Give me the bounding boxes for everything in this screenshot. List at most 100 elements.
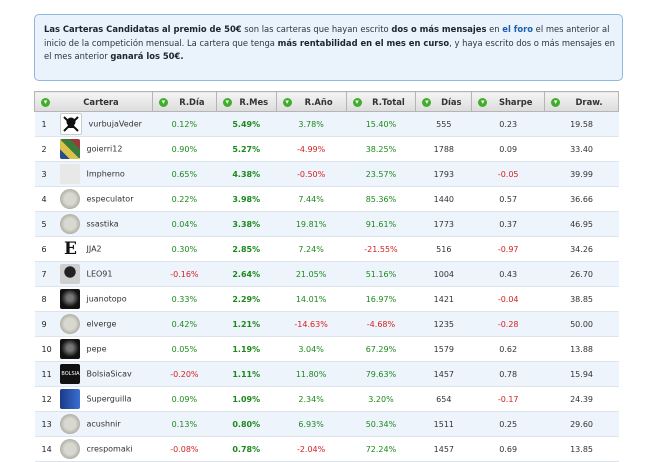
sort-icon[interactable]: ▾ — [352, 97, 362, 107]
coin-avatar[interactable] — [60, 439, 81, 459]
table-row[interactable]: 2 goierri12 0.90% 5.27% -4.99% 38.25% 1788 0.09… — [34, 136, 619, 162]
table-row[interactable]: 4 especulator 0.22% 3.98% 7.44% 85.36% 1440 0.5… — [34, 186, 619, 212]
sort-icon[interactable]: ▾ — [222, 97, 232, 107]
table-row[interactable]: 12 Superguilla 0.09% 1.09% 2.34% 3.20% 654 -0.1… — [34, 386, 619, 412]
column-header-sharpe[interactable]: ▾ Sharpe — [471, 91, 546, 112]
days-cell: 1511 — [415, 411, 472, 437]
silhouette-avatar[interactable] — [60, 264, 81, 284]
days-cell: 654 — [415, 386, 472, 412]
days-cell: 1004 — [415, 261, 472, 287]
mosaic-avatar[interactable] — [60, 139, 81, 159]
sharpe-cell: 0.57 — [471, 186, 545, 212]
column-header-rano[interactable]: ▾ R.Año — [275, 91, 347, 112]
column-header-cartera[interactable]: ▾ Cartera — [34, 91, 153, 112]
skull-avatar[interactable] — [60, 113, 83, 135]
dark-face-avatar[interactable] — [60, 339, 81, 359]
portfolio-cell[interactable]: acushnir — [54, 411, 153, 437]
sort-icon[interactable]: ▾ — [282, 97, 292, 107]
rank-cell: 2 — [34, 136, 55, 162]
sort-icon[interactable]: ▾ — [41, 97, 50, 107]
monthly-return-cell: 5.27% — [216, 136, 277, 162]
sort-icon[interactable]: ▾ — [422, 97, 432, 107]
portfolio-name-link[interactable]: crespomaki — [86, 444, 133, 454]
column-header-rtotal[interactable]: ▾ R.Total — [345, 91, 417, 112]
portfolio-name-link[interactable]: especulator — [86, 194, 134, 204]
daily-return-cell: -0.20% — [152, 361, 217, 387]
column-header-dias[interactable]: ▾ Días — [415, 91, 473, 112]
portfolio-name-link[interactable]: juanotopo — [86, 294, 127, 304]
sharpe-cell: -0.05 — [471, 161, 545, 187]
portfolio-cell[interactable]: elverge — [54, 311, 153, 337]
drawdown-cell: 39.99 — [544, 161, 619, 187]
rank-cell: 4 — [34, 186, 55, 212]
sort-icon[interactable]: ▾ — [478, 97, 488, 107]
portfolio-cell[interactable]: Impherno — [54, 161, 153, 187]
portfolio-name-link[interactable]: LEO91 — [86, 269, 113, 279]
rank-cell: 7 — [34, 261, 55, 287]
coin-avatar[interactable] — [60, 189, 81, 209]
portfolio-cell[interactable]: E JJA2 — [54, 236, 153, 262]
portfolio-cell[interactable]: ssastika — [54, 211, 153, 237]
portfolio-cell[interactable]: especulator — [54, 186, 153, 212]
column-header-draw[interactable]: ▾ Draw. — [544, 91, 619, 112]
blank-avatar[interactable] — [60, 164, 81, 184]
total-return-cell: 67.29% — [346, 336, 416, 362]
days-cell: 1235 — [415, 311, 472, 337]
monthly-return-cell: 1.19% — [216, 336, 277, 362]
table-row[interactable]: 7 LEO91 -0.16% 2.64% 21.05% 51.16% 1004 0.43 26.… — [34, 261, 619, 287]
table-row[interactable]: 13 acushnir 0.13% 0.80% 6.93% 50.34% 1511 0.25 2… — [34, 411, 619, 437]
table-row[interactable]: 5 ssastika 0.04% 3.38% 19.81% 91.61% 1773 0.37 4… — [34, 211, 619, 237]
table-row[interactable]: 8 juanotopo 0.33% 2.29% 14.01% 16.97% 1421 -0.0… — [34, 286, 619, 312]
portfolio-cell[interactable]: crespomaki — [54, 436, 153, 462]
table-row[interactable]: 14 crespomaki -0.08% 0.78% -2.04% 72.24% 1457 0… — [34, 436, 619, 462]
daily-return-cell: 0.30% — [152, 236, 217, 262]
coin-avatar[interactable] — [60, 214, 81, 234]
sort-icon[interactable]: ▾ — [158, 97, 168, 107]
coin-avatar[interactable] — [60, 414, 81, 434]
portfolio-name-link[interactable]: vurbujaVeder — [88, 119, 142, 129]
portfolio-cell[interactable]: BOLSIA BolsiaSicav — [54, 361, 153, 387]
bolsia-logo-avatar[interactable]: BOLSIA — [60, 364, 81, 384]
blue-cards-avatar[interactable] — [60, 389, 81, 409]
dark-face-avatar[interactable] — [60, 289, 81, 309]
portfolio-cell[interactable]: juanotopo — [54, 286, 153, 312]
table-row[interactable]: 9 elverge 0.42% 1.21% -14.63% -4.68% 1235 -0.28… — [34, 311, 619, 337]
portfolio-cell[interactable]: goierri12 — [54, 136, 153, 162]
forum-link[interactable]: el foro — [502, 24, 534, 34]
portfolio-name-link[interactable]: pepe — [86, 344, 107, 354]
notice-min-messages: dos o más mensajes — [391, 24, 487, 34]
portfolio-cell[interactable]: LEO91 — [54, 261, 153, 287]
drawdown-cell: 34.26 — [544, 236, 619, 262]
portfolio-name-link[interactable]: Superguilla — [86, 394, 132, 404]
monthly-return-cell: 4.38% — [216, 161, 277, 187]
table-row[interactable]: 1 vurbujaVeder 0.12% 5.49% 3.78% 15.40% 555 0.2… — [34, 111, 619, 137]
letter-e-avatar[interactable]: E — [60, 239, 81, 259]
portfolio-name-link[interactable]: acushnir — [86, 419, 121, 429]
portfolio-name-link[interactable]: BolsiaSicav — [86, 369, 132, 379]
portfolio-name-link[interactable]: JJA2 — [86, 244, 102, 254]
coin-avatar[interactable] — [60, 314, 81, 334]
sharpe-cell: 0.23 — [471, 111, 545, 137]
portfolio-cell[interactable]: Superguilla — [54, 386, 153, 412]
portfolio-name-link[interactable]: elverge — [86, 319, 117, 329]
table-row[interactable]: 3 Impherno 0.65% 4.38% -0.50% 23.57% 1793 -0.05… — [34, 161, 619, 187]
portfolio-name-link[interactable]: goierri12 — [86, 144, 123, 154]
monthly-return-cell: 2.85% — [216, 236, 277, 262]
notice-prize-text: Las Carteras Candidatas al premio de 50€ — [44, 24, 242, 34]
table-row[interactable]: 11 BOLSIA BolsiaSicav -0.20% 1.11% 11.80% 79.6… — [34, 361, 619, 387]
column-header-rdia[interactable]: ▾ R.Día — [151, 91, 217, 112]
portfolio-name-link[interactable]: ssastika — [86, 219, 119, 229]
portfolio-name-link[interactable]: Impherno — [86, 169, 125, 179]
monthly-return-cell: 2.64% — [216, 261, 277, 287]
drawdown-cell: 24.39 — [544, 386, 619, 412]
daily-return-cell: 0.12% — [152, 111, 217, 137]
drawdown-cell: 15.94 — [544, 361, 619, 387]
portfolio-cell[interactable]: vurbujaVeder — [54, 111, 153, 137]
table-row[interactable]: 6 E JJA2 0.30% 2.85% 7.24% -21.55% 516 -0.97 34.2… — [34, 236, 619, 262]
portfolio-cell[interactable]: pepe — [54, 336, 153, 362]
sort-icon[interactable]: ▾ — [551, 97, 561, 107]
column-header-rmes[interactable]: ▾ R.Mes — [215, 91, 277, 112]
drawdown-cell: 26.70 — [544, 261, 619, 287]
table-row[interactable]: 10 pepe 0.05% 1.19% 3.04% 67.29% 1579 0.62 13.88 — [34, 336, 619, 362]
total-return-cell: 72.24% — [346, 436, 416, 462]
